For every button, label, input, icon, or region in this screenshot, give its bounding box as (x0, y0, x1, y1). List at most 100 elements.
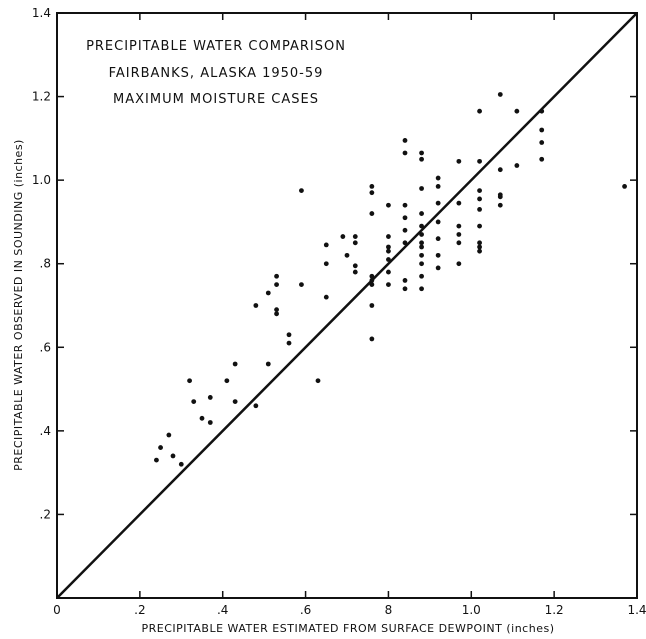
data-point (323, 242, 329, 248)
data-point (419, 286, 424, 292)
y-axis-label: PRECIPITABLE WATER OBSERVED IN SOUNDING … (12, 139, 25, 471)
data-point (539, 156, 545, 162)
data-point (456, 200, 462, 206)
chart-title-line-3: MAXIMUM MOISTURE CASES (113, 92, 319, 107)
data-point (369, 278, 375, 283)
data-point (369, 303, 375, 308)
data-point (178, 461, 184, 467)
data-point (253, 303, 259, 308)
data-point (286, 340, 292, 346)
data-point (435, 252, 441, 258)
data-point (187, 378, 192, 384)
data-point (352, 234, 358, 239)
data-point (402, 215, 408, 221)
data-point (419, 211, 424, 216)
data-point (253, 403, 259, 409)
data-point (386, 244, 391, 250)
data-point (154, 457, 159, 463)
data-point (477, 248, 482, 254)
data-point (539, 127, 545, 133)
x-tick-labels: 0 .2 .4 .6 8 1.0 1.2 1.4 (53, 603, 646, 617)
data-point (477, 223, 482, 229)
y-tick-label: 1.0 (32, 173, 51, 187)
data-point (323, 261, 329, 267)
data-point (386, 257, 391, 262)
x-tick-label: .6 (300, 603, 311, 617)
data-point (497, 194, 503, 200)
data-point (369, 190, 375, 196)
data-point (299, 282, 304, 288)
data-point (402, 202, 408, 208)
data-point (191, 399, 197, 405)
data-point (456, 223, 462, 229)
data-point (435, 200, 441, 206)
data-point (435, 175, 441, 181)
data-point (456, 232, 462, 237)
data-point (207, 420, 213, 425)
x-axis-label: PRECIPITABLE WATER ESTIMATED FROM SURFAC… (142, 622, 555, 635)
x-tick-label: 1.4 (627, 603, 646, 617)
y-tick-label: .8 (40, 257, 51, 271)
data-point (274, 273, 279, 279)
plot-axes (56, 12, 638, 599)
data-point (514, 163, 520, 168)
chart-title: PRECIPITABLE WATER COMPARISON FAIRBANKS,… (86, 39, 345, 107)
data-point (352, 240, 358, 246)
data-points (154, 92, 627, 467)
data-point (170, 453, 176, 459)
data-point (232, 399, 238, 405)
data-point (435, 219, 441, 225)
data-point (369, 211, 375, 216)
data-point (419, 156, 424, 162)
data-point (497, 202, 503, 208)
data-point (265, 361, 271, 367)
data-point (299, 188, 304, 193)
data-point (477, 158, 482, 164)
data-point (386, 269, 391, 275)
data-point (419, 261, 424, 267)
data-point (323, 294, 329, 300)
data-point (274, 282, 279, 288)
data-point (369, 336, 375, 342)
data-point (419, 186, 424, 191)
data-point (435, 265, 441, 271)
data-point (274, 311, 279, 317)
data-point (274, 307, 279, 313)
data-point (419, 273, 424, 279)
data-point (265, 290, 271, 296)
x-tick-label: .4 (217, 603, 228, 617)
data-point (477, 196, 482, 202)
data-point (419, 240, 424, 246)
data-point (402, 286, 408, 292)
data-point (340, 234, 346, 239)
y-tick-label: 1.4 (32, 6, 51, 20)
data-point (402, 227, 408, 233)
data-point (386, 248, 391, 254)
data-point (477, 240, 482, 246)
data-point (402, 138, 408, 143)
data-point (224, 378, 230, 384)
plot-frame (56, 12, 638, 599)
data-point (514, 108, 520, 114)
data-point (402, 278, 408, 283)
data-point (497, 167, 503, 173)
y-tick-label: .4 (40, 424, 51, 438)
data-point (539, 140, 545, 145)
x-tick-label: 1.2 (545, 603, 564, 617)
data-point (369, 184, 375, 189)
data-point (352, 263, 358, 269)
data-point (386, 202, 391, 208)
data-point (369, 273, 375, 279)
data-point (477, 206, 482, 212)
y-tick-label: 1.2 (32, 90, 51, 104)
data-point (435, 184, 441, 189)
data-point (386, 234, 391, 239)
x-tick-label: 8 (385, 603, 393, 617)
data-point (386, 282, 391, 288)
data-point (166, 432, 172, 438)
data-point (419, 232, 424, 237)
data-point (369, 282, 375, 288)
data-point (199, 415, 205, 421)
data-point (402, 240, 408, 246)
